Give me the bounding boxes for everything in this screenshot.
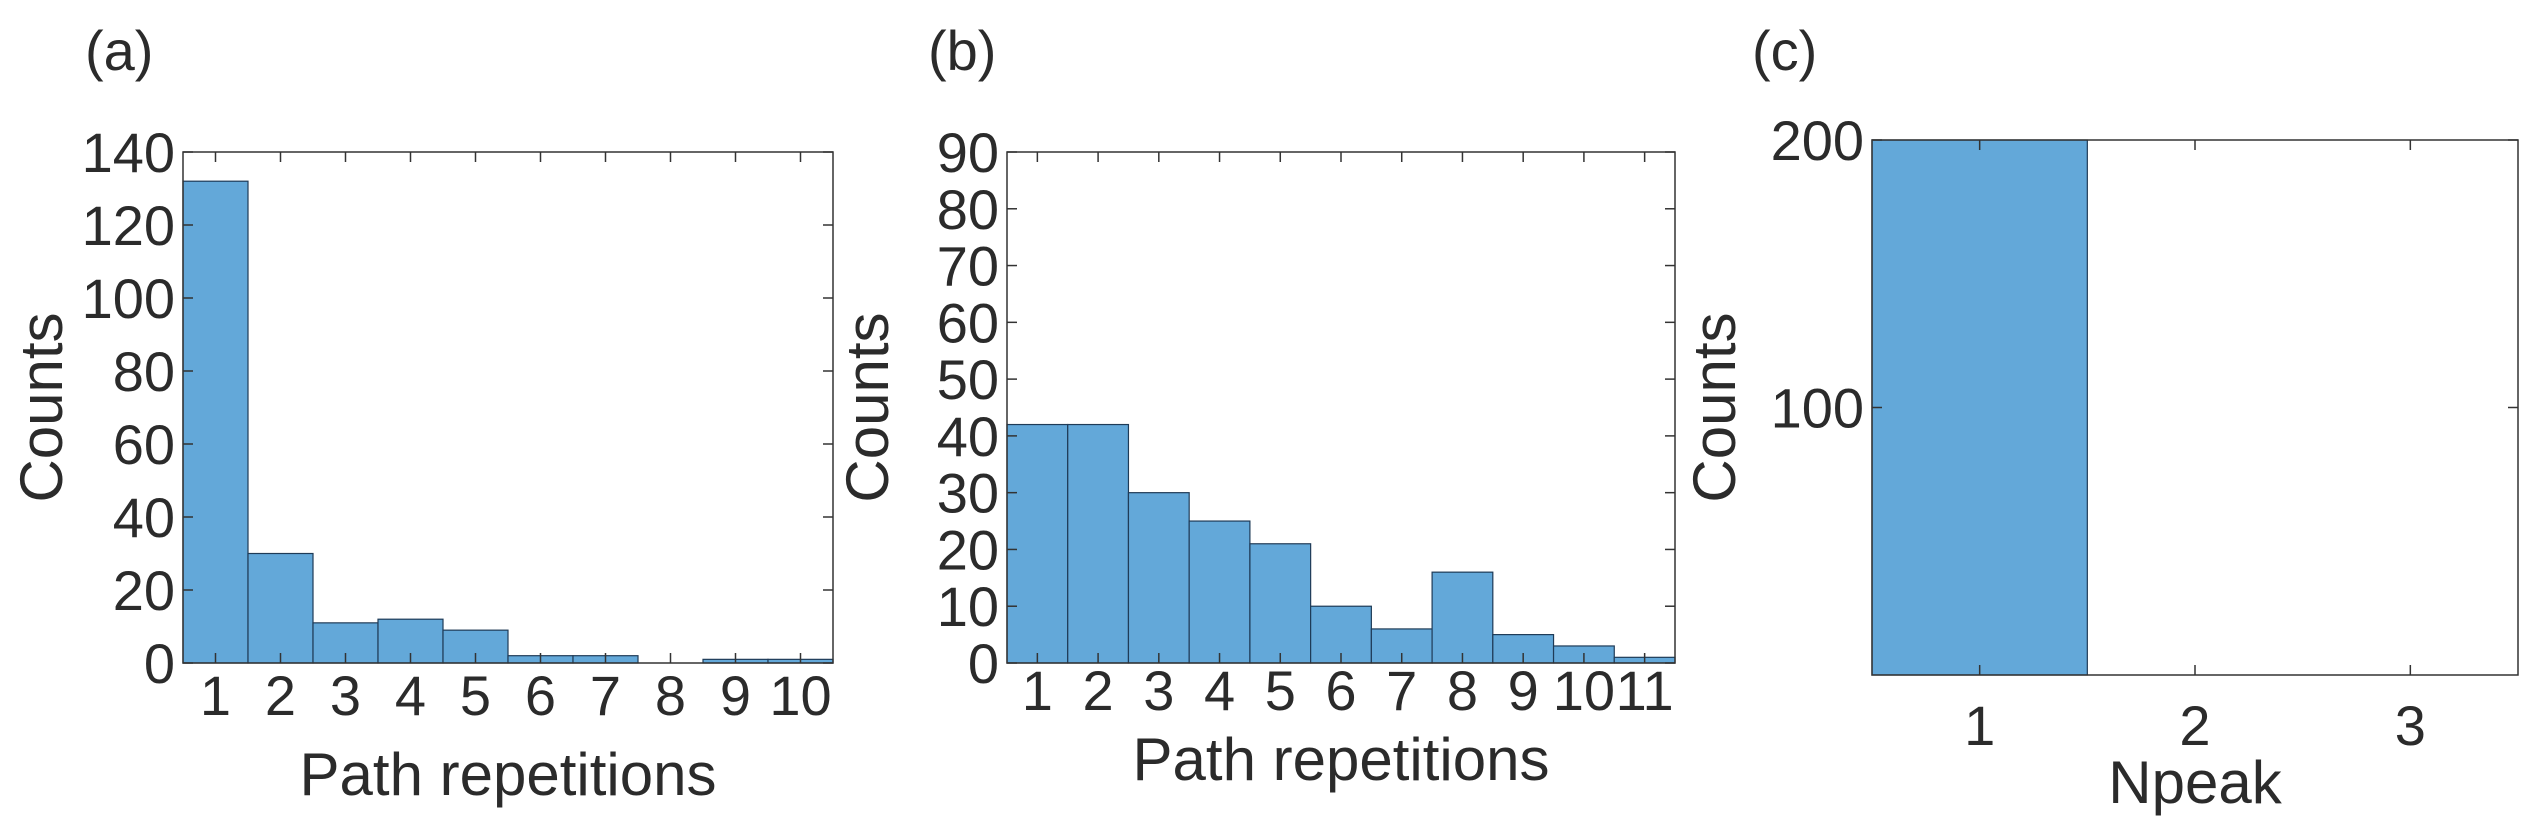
y-tick-label: 10 [937,575,999,638]
panel-label: (c) [1752,19,1817,82]
x-tick-label: 6 [1325,659,1356,722]
y-tick-label: 90 [937,121,999,184]
x-tick-label: 1 [1964,694,1995,757]
y-tick-label: 80 [113,340,175,403]
bar-1 [1006,423,1069,664]
x-tick-label: 4 [1204,659,1235,722]
x-tick-label: 7 [1386,659,1417,722]
x-tick-label: 7 [590,664,621,727]
x-tick-label: 2 [265,664,296,727]
y-tick-label: 200 [1771,109,1864,172]
bar-4 [1188,520,1251,664]
chart-panel-c: (c) 100 200 1 2 3 Npeak Counts [1681,19,2519,816]
x-tick-label: 10 [1553,659,1615,722]
plot-frame [182,151,834,664]
x-tick-label: 8 [1447,659,1478,722]
y-tick-label: 40 [113,486,175,549]
x-tick-label: 11 [1616,659,1674,722]
y-tick-label: 70 [937,235,999,298]
x-tick-label: 2 [2179,694,2210,757]
bar-3 [1127,492,1190,664]
y-tick-label: 120 [82,194,175,257]
panel-label: (b) [928,19,996,82]
bar-8 [1431,571,1494,664]
y-tick-label: 60 [113,413,175,476]
y-tick-label: 20 [113,559,175,622]
x-tick-label: 9 [720,664,751,727]
bar-1 [182,180,249,664]
bar-5 [1249,543,1312,664]
x-tick-label: 3 [330,664,361,727]
x-tick-label: 1 [200,664,231,727]
y-tick-label: 100 [1771,377,1864,440]
bar-7 [1370,628,1433,664]
bar-1 [1871,139,2088,676]
panel-label: (a) [85,19,153,82]
x-tick-label: 3 [2395,694,2426,757]
y-tick-label: 30 [937,462,999,525]
y-tick-label: 60 [937,291,999,354]
y-tick-label: 0 [968,632,999,695]
x-tick-label: 5 [460,664,491,727]
y-axis-label: Counts [1681,312,1748,502]
y-axis-label: Counts [8,312,75,502]
x-tick-label: 2 [1083,659,1114,722]
x-axis-label: Npeak [2108,749,2282,816]
bar-2 [247,552,314,664]
x-tick-label: 6 [525,664,556,727]
x-axis-label: Path repetitions [1133,726,1550,793]
x-tick-label: 1 [1022,659,1053,722]
x-tick-label: 8 [655,664,686,727]
y-tick-label: 140 [82,121,175,184]
y-tick-label: 40 [937,405,999,468]
x-tick-label: 5 [1265,659,1296,722]
y-tick-label: 80 [937,178,999,241]
x-tick-label: 4 [395,664,426,727]
y-tick-label: 0 [144,632,175,695]
bar-2 [1067,423,1130,664]
x-tick-label: 3 [1143,659,1174,722]
y-tick-label: 50 [937,348,999,411]
y-axis-label: Counts [834,312,901,502]
y-tick-label: 20 [937,518,999,581]
chart-panel-a: (a) 0 20 40 60 80 100 120 140 1 2 3 4 5 6 7 8 9 10 Path rep… [8,19,834,808]
x-axis-label: Path repetitions [300,741,717,808]
x-tick-label: 10 [769,664,831,727]
x-tick-label: 9 [1508,659,1539,722]
y-tick-label: 100 [82,267,175,330]
